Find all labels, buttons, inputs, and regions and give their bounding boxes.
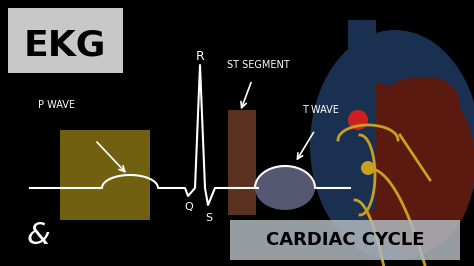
Text: CARDIAC CYCLE: CARDIAC CYCLE <box>266 231 424 249</box>
Text: P WAVE: P WAVE <box>38 100 75 110</box>
Text: T WAVE: T WAVE <box>301 105 338 115</box>
Bar <box>60 130 150 220</box>
Bar <box>348 20 376 210</box>
Text: Q: Q <box>185 202 193 212</box>
Circle shape <box>361 161 375 175</box>
Text: EKG: EKG <box>24 28 106 62</box>
Ellipse shape <box>400 77 460 132</box>
Ellipse shape <box>310 30 474 260</box>
Ellipse shape <box>255 166 315 210</box>
Text: ST SEGMENT: ST SEGMENT <box>227 60 289 70</box>
Ellipse shape <box>355 77 474 252</box>
Bar <box>228 110 256 215</box>
FancyBboxPatch shape <box>8 8 123 73</box>
FancyBboxPatch shape <box>230 220 460 260</box>
Text: S: S <box>205 213 212 223</box>
Text: R: R <box>196 51 204 64</box>
Ellipse shape <box>347 82 402 148</box>
Text: &: & <box>26 221 50 250</box>
Circle shape <box>348 110 368 130</box>
